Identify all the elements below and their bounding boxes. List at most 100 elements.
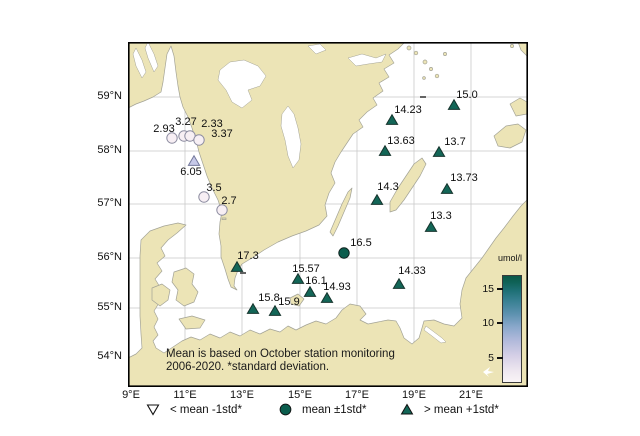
island-bornholm bbox=[289, 293, 305, 307]
station-value-label: 14.3 bbox=[377, 181, 398, 193]
island-lolland-falster bbox=[178, 315, 206, 330]
colorbar-tick-mark bbox=[497, 322, 503, 324]
fjord-streak bbox=[132, 47, 147, 79]
x-tick-label: 19°E bbox=[402, 389, 426, 401]
map-glyph-arrow bbox=[483, 367, 494, 377]
station-value-label: 3.37 bbox=[211, 128, 232, 140]
station-labels-layer: 2.933.27 2.333.376.053.52.717.315.5716.11… bbox=[153, 89, 477, 308]
stations-layer bbox=[166, 98, 461, 316]
annotation-note: Mean is based on October station monitor… bbox=[166, 348, 395, 374]
station-marker-triangle bbox=[230, 260, 244, 272]
station-value-label: 14.33 bbox=[398, 265, 426, 277]
x-tick-label: 13°E bbox=[230, 389, 254, 401]
y-tick-label: 56°N bbox=[97, 251, 122, 263]
annotation-line2: 2006-2020. *standard deviation. bbox=[166, 361, 330, 373]
island-zealand bbox=[171, 267, 199, 307]
islet-ven bbox=[221, 217, 227, 220]
station-marker-triangle bbox=[246, 302, 260, 314]
y-tick-label: 57°N bbox=[97, 197, 122, 209]
y-tick-label: 59°N bbox=[97, 90, 122, 102]
station-marker-triangle bbox=[392, 277, 406, 289]
legend-item-above-mean: > mean +1std* bbox=[400, 403, 499, 416]
islet bbox=[510, 44, 514, 48]
islet bbox=[422, 59, 428, 65]
station-marker-circle bbox=[338, 247, 350, 259]
station-marker-triangle bbox=[268, 304, 282, 316]
legend-label-above-mean: > mean +1std* bbox=[424, 403, 499, 416]
station-value-label: 16.1 bbox=[305, 275, 326, 287]
y-tick-label: 58°N bbox=[97, 144, 122, 156]
legend-label-within-mean: mean ±1std* bbox=[302, 403, 367, 416]
island-saaremaa bbox=[493, 123, 527, 149]
x-tick-label: 15°E bbox=[288, 389, 312, 401]
station-value-label: 17.3 bbox=[237, 250, 258, 262]
colorbar-tick-label: 10 bbox=[482, 317, 494, 329]
colorbar-tick-mark bbox=[497, 357, 503, 359]
land-layer bbox=[128, 42, 528, 387]
map-frame bbox=[128, 42, 528, 387]
station-value-label: 13.3 bbox=[430, 210, 451, 222]
dash-mark bbox=[240, 272, 246, 274]
station-marker-triangle bbox=[378, 144, 392, 156]
x-tick-label: 21°E bbox=[459, 389, 483, 401]
x-tick-label: 9°E bbox=[122, 389, 140, 401]
colorbar-tick-label: 15 bbox=[482, 283, 494, 295]
circle-filled-icon bbox=[279, 403, 292, 416]
station-marker-triangle bbox=[370, 193, 384, 205]
station-value-label: 13.7 bbox=[444, 136, 465, 148]
islet bbox=[443, 52, 447, 56]
station-value-label: 2.7 bbox=[221, 195, 236, 207]
station-marker-triangle bbox=[187, 154, 201, 166]
annotation-line1: Mean is based on October station monitor… bbox=[166, 348, 395, 360]
station-value-label: 15.57 bbox=[292, 263, 320, 275]
station-value-label: 15.9 bbox=[278, 296, 299, 308]
island-gotland bbox=[389, 157, 427, 213]
station-marker-triangle bbox=[432, 145, 446, 157]
vistula-lagoon bbox=[423, 325, 447, 344]
station-marker-circle bbox=[216, 204, 228, 216]
colorbar-tick-mark bbox=[497, 288, 503, 290]
station-marker-triangle bbox=[440, 182, 454, 194]
map-canvas: 2.933.27 2.333.376.053.52.717.315.5716.11… bbox=[128, 42, 528, 387]
land-scandinavia bbox=[128, 42, 406, 291]
station-value-label: 15.0 bbox=[456, 89, 477, 101]
station-value-label: 2.33 bbox=[201, 118, 222, 130]
station-marker-circle bbox=[193, 134, 205, 146]
x-tick-label: 11°E bbox=[173, 389, 197, 401]
y-tick-label: 55°N bbox=[97, 301, 122, 313]
island-oland bbox=[329, 187, 353, 237]
fjord-streak bbox=[144, 42, 159, 73]
station-value-label: 3.27 bbox=[175, 116, 196, 128]
station-value-label: 3.5 bbox=[206, 182, 221, 194]
station-value-label: 13.63 bbox=[387, 135, 415, 147]
legend-item-within-mean: mean ±1std* bbox=[279, 403, 367, 416]
station-value-label: 14.23 bbox=[394, 104, 422, 116]
station-marker-circle bbox=[166, 132, 178, 144]
station-marker-circle bbox=[198, 191, 210, 203]
legend-item-below-mean: < mean -1std* bbox=[146, 403, 242, 416]
triangle-up-filled-icon bbox=[400, 403, 414, 415]
lake-vanern bbox=[217, 59, 267, 109]
colorbar-tick-label: 5 bbox=[488, 352, 494, 364]
land-denmark-germany-poland-baltics bbox=[128, 199, 528, 387]
lakes-layer bbox=[132, 42, 494, 377]
legend-label-below-mean: < mean -1std* bbox=[170, 403, 242, 416]
station-value-label: 2.93 bbox=[153, 123, 174, 135]
station-value-label: 16.5 bbox=[350, 237, 371, 249]
islet bbox=[406, 45, 412, 51]
station-value-label: 15.8 bbox=[258, 292, 279, 304]
station-marker-triangle bbox=[291, 272, 305, 284]
lake-vattern bbox=[280, 105, 302, 169]
island-fyn bbox=[151, 283, 171, 307]
baltic-sea-map: 2.93 3.27 2.33 3.37 6.05 3.5 2.7 17.3 15.57 16.1 1… bbox=[128, 42, 528, 387]
islet bbox=[422, 76, 426, 80]
station-marker-triangle bbox=[447, 98, 461, 110]
dash-marks bbox=[240, 96, 426, 274]
station-marker-triangle bbox=[424, 220, 438, 232]
station-value-label: 13.73 bbox=[450, 172, 478, 184]
station-marker-triangle bbox=[303, 285, 317, 297]
lake-malaren bbox=[347, 53, 387, 67]
station-marker-triangle bbox=[385, 113, 399, 125]
islet bbox=[434, 73, 440, 79]
